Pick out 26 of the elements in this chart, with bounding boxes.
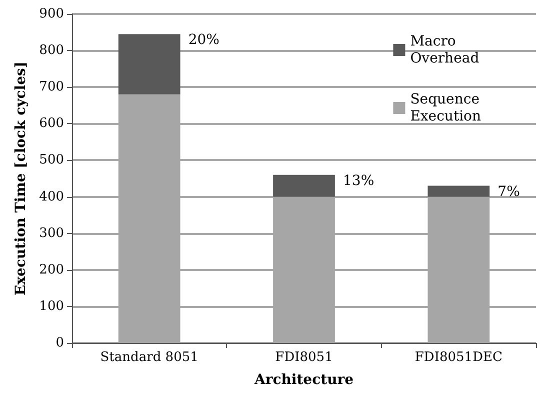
bar: [273, 174, 335, 197]
x-axis-title: Architecture: [253, 372, 354, 388]
bar: [273, 196, 335, 343]
annotation: 7%: [498, 184, 520, 200]
legend-label: Sequence Execution: [410, 92, 482, 124]
y-tick-label: 300: [39, 226, 64, 241]
y-tick-label: 0: [56, 336, 64, 350]
bar: [428, 186, 490, 197]
bar: [118, 34, 180, 94]
y-tick-label: 800: [39, 43, 64, 58]
annotation: 20%: [188, 32, 220, 48]
y-tick-label: 500: [39, 152, 64, 168]
y-tick-label: 400: [39, 189, 64, 204]
x-tick-label: FDI8051: [275, 350, 333, 365]
legend-label: Macro Overhead: [410, 34, 480, 66]
bar: [118, 94, 180, 343]
annotation: 13%: [343, 172, 374, 189]
bar: [428, 196, 490, 343]
y-tick-label: 700: [39, 80, 64, 95]
y-tick-label: 600: [39, 116, 64, 132]
y-tick-label: 900: [39, 6, 64, 22]
x-tick-label: FDI8051DEC: [414, 350, 502, 365]
y-axis-title: Execution Time [clock cycles]: [13, 62, 29, 296]
y-tick-label: 200: [39, 262, 64, 278]
y-tick-label: 100: [39, 298, 64, 314]
x-tick-label: Standard 8051: [100, 350, 198, 365]
